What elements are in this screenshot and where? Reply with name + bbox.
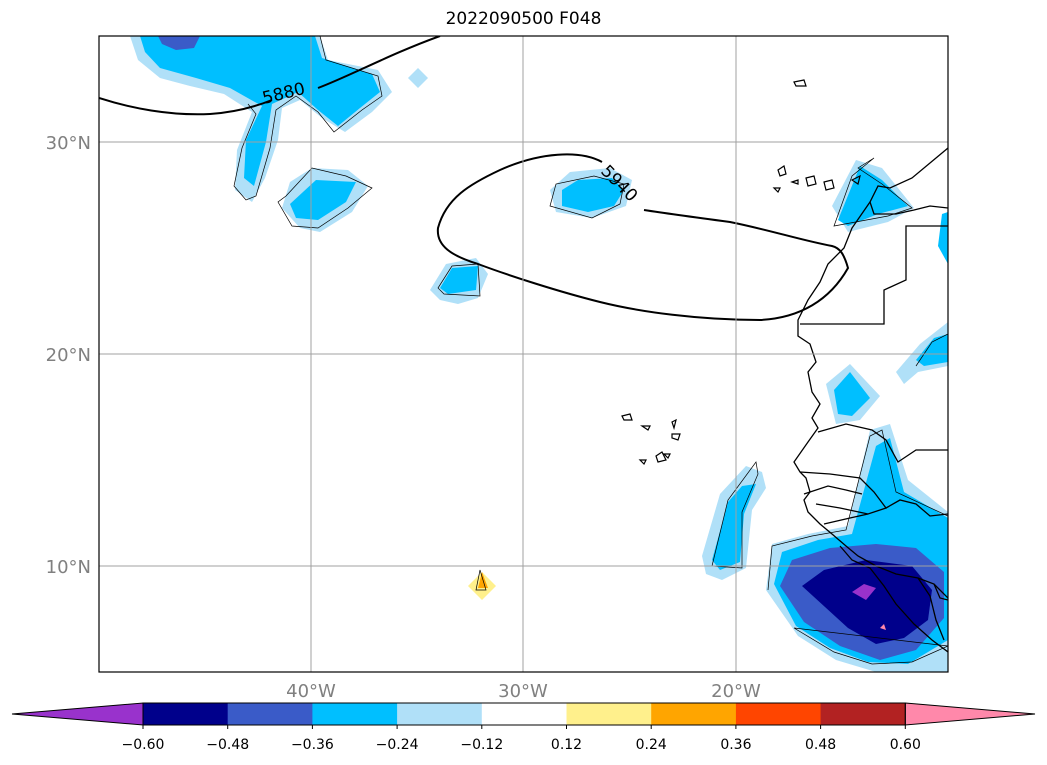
country-border	[839, 545, 948, 653]
colorbar-bin	[143, 703, 229, 725]
colorbar-tick-label: −0.12	[460, 737, 503, 753]
colorbar-tick-label: −0.60	[122, 737, 165, 753]
map-frame	[98, 35, 949, 673]
anomaly-region	[158, 36, 200, 50]
anomaly-outline	[437, 263, 481, 297]
anomaly-region	[834, 372, 870, 416]
anomaly-region	[562, 178, 624, 212]
country-border	[803, 485, 863, 495]
colorbar-frame	[142, 702, 906, 726]
anomaly-region	[290, 180, 356, 220]
island	[823, 179, 835, 191]
anomaly-region	[880, 624, 886, 630]
island	[671, 418, 677, 431]
chart-title: 2022090500 F048	[445, 9, 602, 29]
country-border	[933, 583, 948, 601]
island	[621, 413, 633, 421]
island	[671, 433, 681, 441]
country-border	[799, 471, 888, 515]
anomaly-region	[440, 266, 478, 294]
island	[662, 453, 671, 460]
colorbar-tick-label: 0.12	[551, 737, 582, 753]
colorbar-over-extend	[904, 702, 1036, 726]
island	[777, 165, 787, 177]
contour-5880	[99, 36, 441, 116]
anomaly-region	[938, 212, 948, 264]
anomaly-region	[916, 334, 948, 366]
colorbar-bin	[312, 703, 398, 725]
anomaly-region	[140, 36, 380, 186]
country-border	[817, 423, 948, 463]
colorbar-tick-label: 0.36	[720, 737, 751, 753]
africa-coastline	[793, 147, 948, 599]
island	[793, 79, 807, 87]
gridlines	[99, 36, 948, 672]
map-area: 5880 5940	[99, 36, 948, 672]
lon-label-20w: 20°W	[711, 681, 761, 702]
western-sahara-border	[800, 225, 948, 325]
anomaly-region	[408, 68, 428, 88]
lon-label-40w: 40°W	[286, 681, 336, 702]
anomaly-outline	[549, 175, 625, 219]
colorbar-bin	[481, 703, 567, 725]
anomaly-outline	[277, 167, 373, 229]
colorbar-bin	[227, 703, 313, 725]
colorbar-bin	[651, 703, 737, 725]
anomaly-outline	[833, 157, 913, 227]
anomaly-outline	[233, 36, 383, 201]
island	[805, 175, 817, 187]
island	[638, 459, 647, 466]
colorbar-tick-label: 0.60	[890, 737, 921, 753]
anomaly-region	[802, 560, 932, 644]
colorbar: −0.60 −0.48 −0.36 −0.24 −0.12 0.12 0.24 0.36 0.4…	[11, 702, 1036, 753]
country-border	[917, 577, 945, 641]
island	[655, 451, 667, 463]
colorbar-tick-label: 0.48	[805, 737, 836, 753]
country-border	[869, 201, 948, 215]
coastlines	[793, 147, 948, 653]
anomaly-outlines	[233, 36, 948, 665]
lon-label-30w: 30°W	[498, 681, 548, 702]
colorbar-bin	[735, 703, 822, 725]
country-border	[823, 513, 869, 525]
anomaly-outline	[767, 429, 948, 665]
anomaly-region	[852, 584, 876, 600]
anomaly-outline	[711, 461, 759, 569]
lat-label-30n: 30°N	[46, 133, 91, 154]
anomaly-shading	[130, 36, 948, 672]
island	[850, 174, 861, 185]
colorbar-tick-label: −0.48	[206, 737, 249, 753]
island	[640, 425, 651, 431]
anomaly-outline	[475, 569, 487, 591]
island	[790, 179, 799, 185]
colorbar-bin	[397, 703, 483, 725]
colorbar-under-extend	[11, 702, 144, 726]
country-border	[885, 499, 948, 517]
colorbar-bin	[566, 703, 652, 725]
island	[772, 187, 781, 194]
colorbar-tick-label: 0.24	[636, 737, 667, 753]
colorbar-bin	[820, 703, 906, 725]
geopotential-contours	[99, 36, 850, 322]
contour-5940	[436, 153, 850, 322]
lat-label-20n: 20°N	[46, 345, 91, 366]
lat-label-10n: 10°N	[46, 557, 91, 578]
islands	[621, 79, 861, 466]
anomaly-outline	[915, 333, 948, 367]
colorbar-tick-label: −0.36	[291, 737, 334, 753]
colorbar-tick-label: −0.24	[376, 737, 419, 753]
